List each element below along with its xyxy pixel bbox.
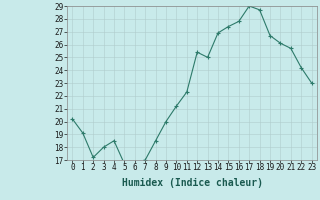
- X-axis label: Humidex (Indice chaleur): Humidex (Indice chaleur): [122, 178, 262, 188]
